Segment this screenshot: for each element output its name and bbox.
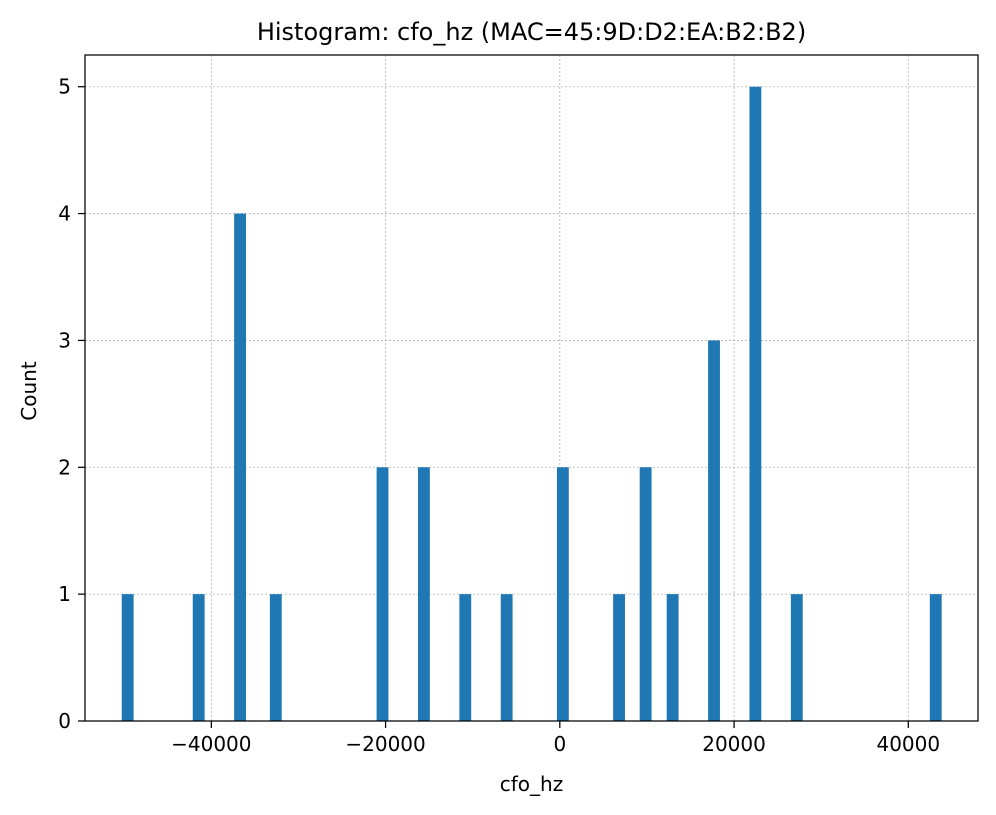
y-tick-label: 2 [58, 455, 71, 479]
histogram-bar [639, 467, 652, 721]
chart-title: Histogram: cfo_hz (MAC=45:9D:D2:EA:B2:B2… [257, 18, 806, 46]
y-axis-ticks: 0 1 2 3 4 5 [58, 75, 85, 733]
x-tick-label: 40000 [876, 732, 940, 756]
y-tick-label: 3 [58, 328, 71, 352]
x-tick-label: −20000 [345, 732, 425, 756]
histogram-bar [790, 594, 803, 721]
plot-background [85, 55, 978, 721]
y-tick-label: 0 [58, 709, 71, 733]
x-tick-label: 0 [553, 732, 566, 756]
histogram-bar [500, 594, 513, 721]
histogram-bar [666, 594, 679, 721]
histogram-bar [929, 594, 942, 721]
x-axis-ticks: −40000 −20000 0 20000 40000 [171, 721, 940, 756]
histogram-bar [269, 594, 282, 721]
histogram-bar [613, 594, 625, 721]
x-axis-label: cfo_hz [500, 772, 563, 796]
histogram-bar [192, 594, 205, 721]
y-axis-label: Count [17, 361, 41, 421]
histogram-bar [417, 467, 430, 721]
y-tick-label: 1 [58, 582, 71, 606]
bars-layer [121, 86, 942, 722]
histogram-bar [459, 594, 472, 721]
y-tick-label: 5 [58, 75, 71, 99]
histogram-bar [121, 594, 134, 721]
x-tick-label: −40000 [171, 732, 251, 756]
y-tick-label: 4 [58, 202, 71, 226]
x-tick-label: 20000 [702, 732, 766, 756]
histogram-bar [708, 340, 720, 721]
histogram-bar [556, 467, 569, 721]
histogram-bar [376, 467, 389, 721]
histogram-bar [234, 213, 247, 722]
plot-frame [84, 54, 979, 722]
histogram-bar [749, 86, 762, 721]
